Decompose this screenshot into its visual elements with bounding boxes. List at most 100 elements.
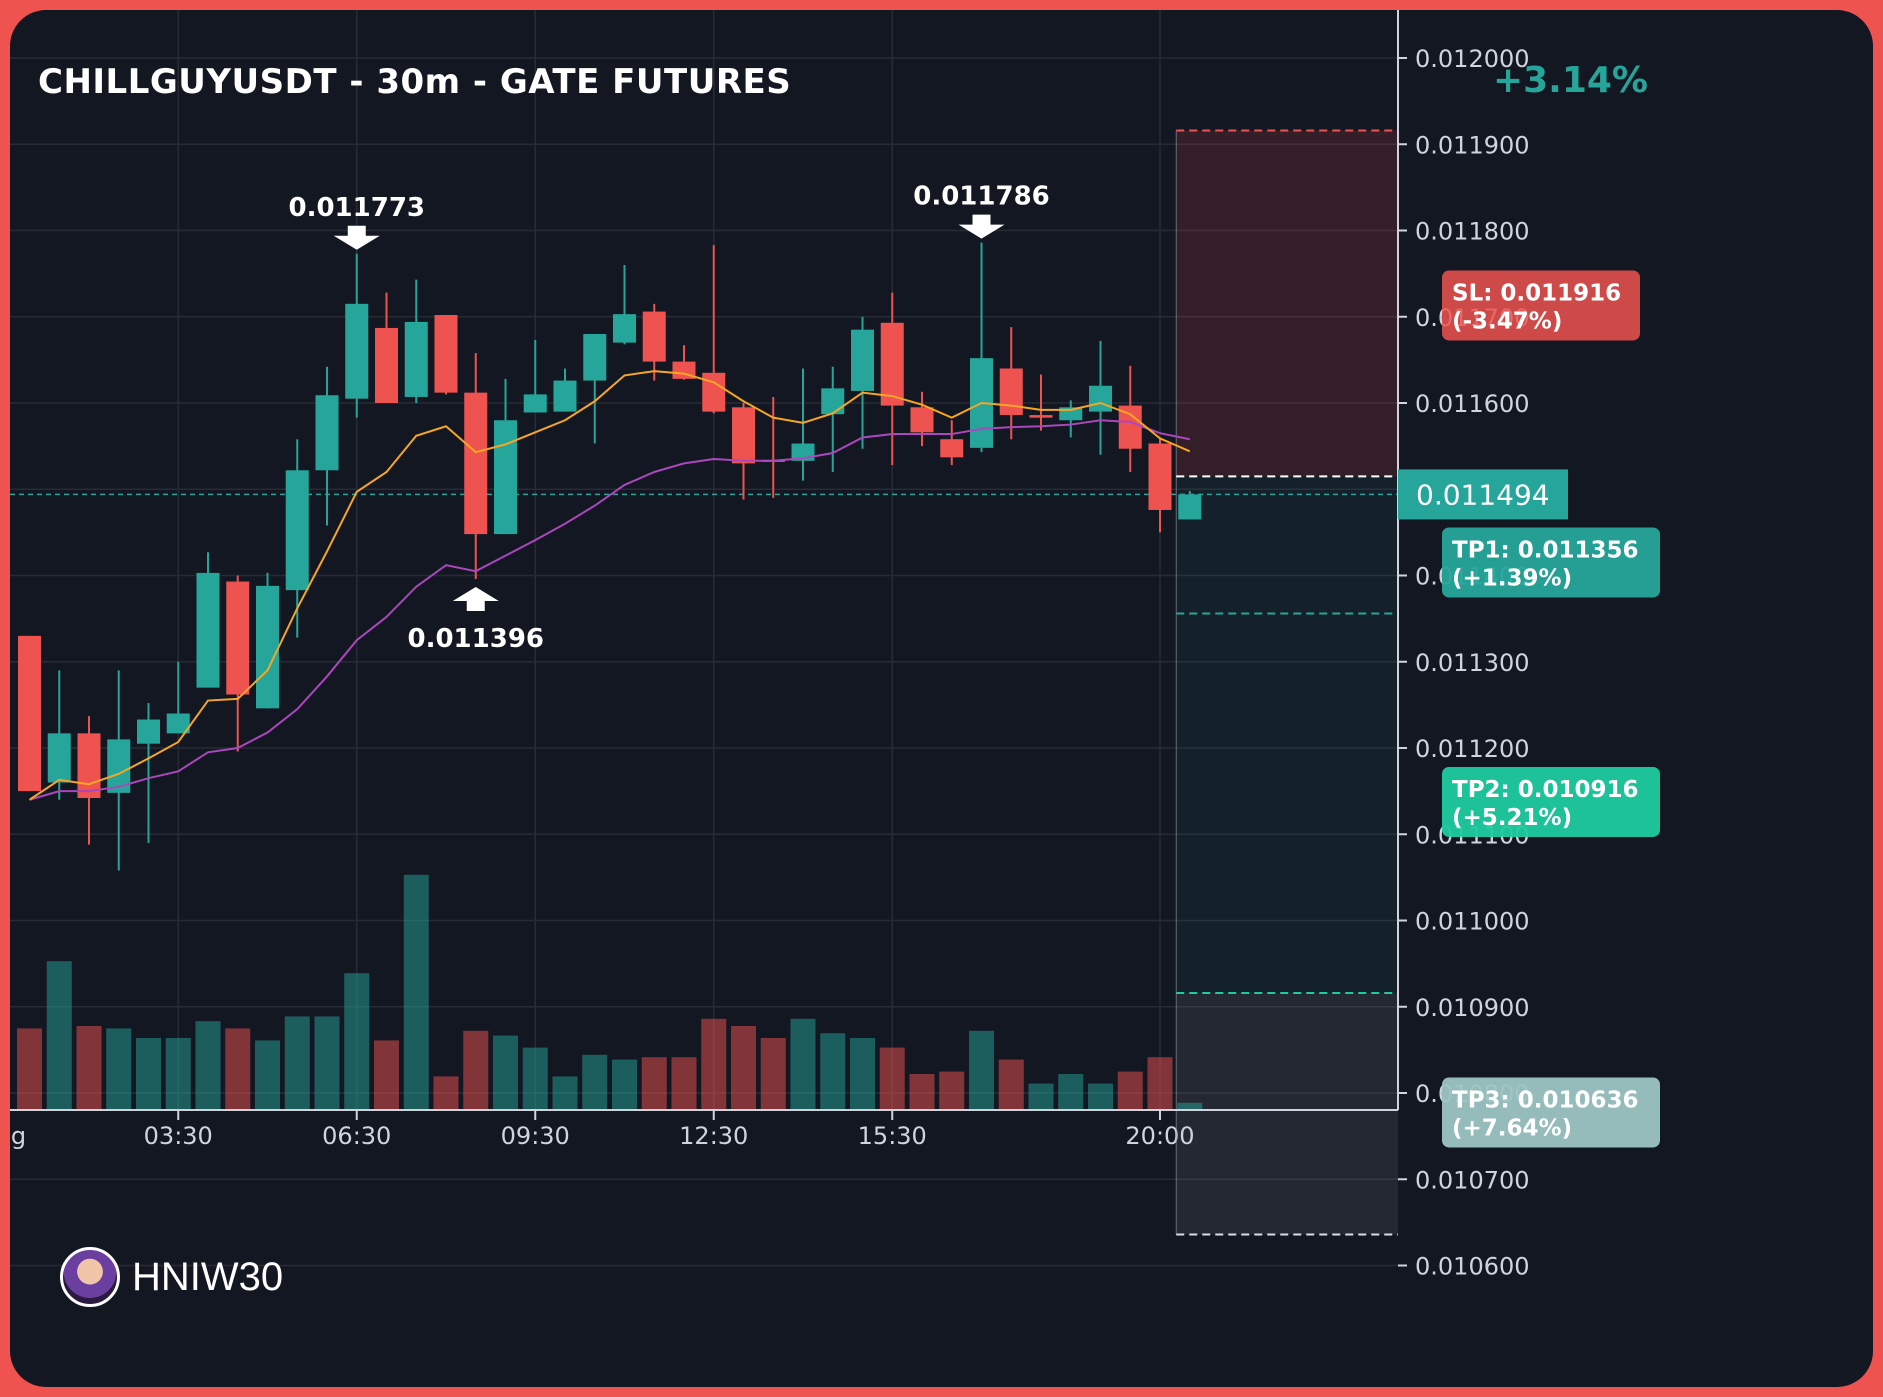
candle-body (1178, 494, 1202, 520)
volume-bar (641, 1057, 667, 1110)
volume-bar (760, 1038, 786, 1110)
candle-body (345, 303, 369, 399)
volume-bar (195, 1021, 221, 1110)
volume-bar (106, 1028, 132, 1110)
candle-body (642, 311, 666, 362)
level-label: SL: 0.011916 (1452, 280, 1621, 306)
candle-body (910, 407, 934, 433)
candle-body (1029, 415, 1053, 418)
candle-body (732, 407, 755, 464)
price-chart[interactable]: 0.0120000.0119000.0118000.0117000.011600… (10, 10, 1873, 1387)
extreme-price-label: 0.011396 (407, 624, 544, 654)
candle-body (613, 314, 636, 343)
y-tick-label: 0.011200 (1415, 735, 1530, 763)
volume-bar (522, 1047, 548, 1110)
volume-bar (1088, 1083, 1113, 1110)
x-tick-label: 20:00 (1125, 1122, 1194, 1150)
level-percent: (+7.64%) (1452, 1115, 1572, 1141)
level-percent: (+1.39%) (1452, 565, 1572, 591)
volume-bar (850, 1038, 875, 1110)
volume-bar (552, 1076, 578, 1110)
volume-bar (1177, 1102, 1203, 1110)
arrow-up-icon (452, 586, 499, 611)
candle-body (107, 739, 131, 793)
current-price-tag (1398, 469, 1568, 520)
y-tick-label: 0.011000 (1415, 908, 1530, 936)
volume-bar (1028, 1083, 1054, 1110)
tp3-zone (1176, 992, 1398, 1235)
candle-body (47, 733, 71, 783)
candle-body (553, 380, 577, 412)
level-label: TP2: 0.010916 (1452, 777, 1639, 803)
candle-body (18, 635, 41, 792)
volume-bar (701, 1018, 727, 1110)
volume-bar (969, 1030, 994, 1110)
extreme-price-label: 0.011773 (288, 193, 425, 223)
level-label-box (1442, 766, 1660, 837)
volume-bar (790, 1018, 816, 1110)
candle-body (77, 733, 101, 799)
volume-bar (612, 1059, 637, 1110)
candle-body (494, 420, 517, 535)
volume-bar (1147, 1057, 1173, 1110)
avatar-icon (60, 1247, 120, 1307)
current-price-label: 0.011494 (1416, 478, 1550, 511)
volume-bar (433, 1076, 459, 1110)
watermark: HNIW30 (60, 1247, 283, 1307)
level-percent: (-3.47%) (1452, 308, 1562, 334)
x-tick-label: 15:30 (858, 1122, 927, 1150)
y-tick-label: 0.010900 (1415, 994, 1530, 1022)
candle-body (285, 470, 309, 591)
volume-bar (403, 874, 429, 1110)
level-label-box (1442, 527, 1660, 598)
candle-body (256, 585, 279, 709)
chart-title: CHILLGUYUSDT - 30m - GATE FUTURES (38, 62, 792, 102)
candle-body (940, 439, 964, 458)
volume-bar (344, 973, 370, 1110)
volume-bar (136, 1038, 161, 1110)
x-tick-label: 12:30 (679, 1122, 748, 1150)
candle-body (1089, 385, 1112, 412)
x-tick-label: 09:30 (501, 1122, 570, 1150)
volume-bar (284, 1016, 310, 1110)
candle-body (851, 329, 874, 391)
ema-slow-line (29, 419, 1190, 801)
level-label: TP3: 0.010636 (1452, 1087, 1639, 1113)
y-tick-label: 0.010600 (1415, 1253, 1530, 1281)
candle-body (375, 327, 398, 403)
candle-body (464, 392, 488, 535)
y-tick-label: 0.011900 (1415, 131, 1530, 159)
y-tick-label: 0.012000 (1415, 45, 1530, 73)
y-tick-label: 0.011600 (1415, 390, 1530, 418)
level-label: TP1: 0.011356 (1452, 537, 1639, 563)
y-tick-label: 0.010700 (1415, 1166, 1530, 1194)
extreme-price-label: 0.011786 (913, 182, 1050, 212)
volume-bar (46, 961, 72, 1110)
candle-body (1118, 405, 1142, 449)
volume-bar (314, 1016, 340, 1110)
y-tick-label: 0.011800 (1415, 218, 1530, 246)
candle-body (821, 388, 845, 415)
candle-body (137, 719, 160, 744)
volume-bar (493, 1035, 518, 1110)
volume-bar (1058, 1074, 1084, 1110)
stop-loss-zone (1176, 130, 1398, 477)
volume-bar (17, 1028, 42, 1110)
volume-bar (820, 1033, 846, 1110)
candle-body (523, 394, 547, 413)
volume-bar (909, 1074, 935, 1110)
candle-body (196, 572, 220, 688)
volume-bar (582, 1054, 608, 1110)
volume-bar (76, 1026, 102, 1110)
x-tick-label: Aug (10, 1122, 26, 1150)
level-percent: (+5.21%) (1452, 805, 1572, 831)
volume-bar (255, 1040, 280, 1110)
volume-bar (731, 1026, 756, 1110)
watermark-name: HNIW30 (132, 1254, 284, 1299)
volume-bar (939, 1071, 965, 1110)
arrow-down-icon (333, 225, 380, 250)
candle-body (880, 322, 904, 406)
candle-body (702, 372, 726, 412)
candle-body (434, 315, 458, 393)
arrow-down-icon (958, 214, 1005, 239)
